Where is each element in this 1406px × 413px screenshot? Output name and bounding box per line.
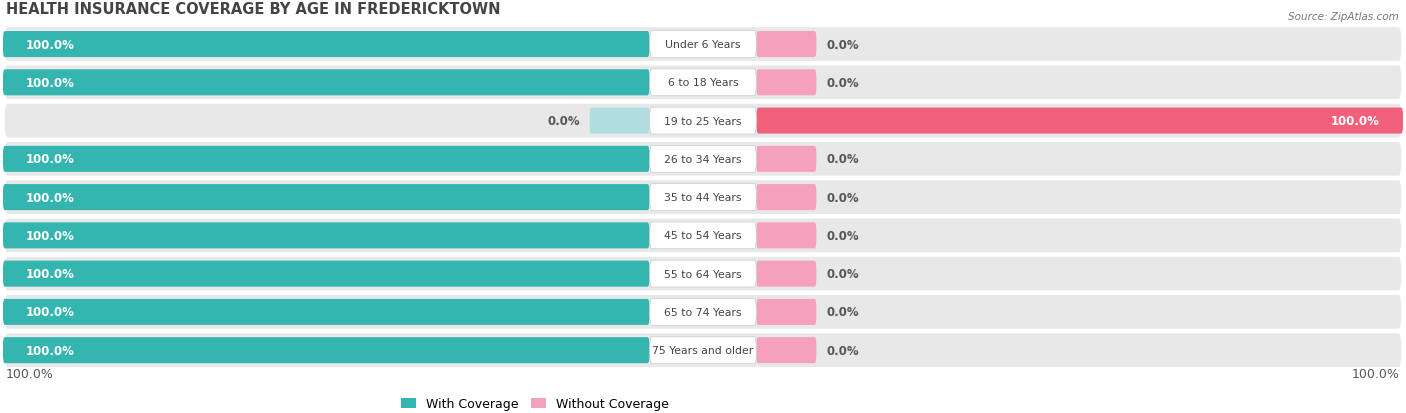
Text: 45 to 54 Years: 45 to 54 Years <box>664 231 742 241</box>
FancyBboxPatch shape <box>3 32 650 58</box>
Text: 100.0%: 100.0% <box>1353 368 1400 380</box>
Text: 0.0%: 0.0% <box>547 115 579 128</box>
Text: 0.0%: 0.0% <box>827 191 859 204</box>
Legend: With Coverage, Without Coverage: With Coverage, Without Coverage <box>396 392 673 413</box>
FancyBboxPatch shape <box>589 108 650 134</box>
FancyBboxPatch shape <box>650 31 756 58</box>
Text: 100.0%: 100.0% <box>27 344 75 357</box>
Text: 0.0%: 0.0% <box>827 153 859 166</box>
FancyBboxPatch shape <box>650 299 756 325</box>
FancyBboxPatch shape <box>4 295 1402 329</box>
FancyBboxPatch shape <box>4 219 1402 253</box>
FancyBboxPatch shape <box>4 181 1402 214</box>
FancyBboxPatch shape <box>4 104 1402 138</box>
Text: 65 to 74 Years: 65 to 74 Years <box>664 307 742 317</box>
FancyBboxPatch shape <box>3 261 650 287</box>
Text: 100.0%: 100.0% <box>27 229 75 242</box>
FancyBboxPatch shape <box>650 337 756 364</box>
FancyBboxPatch shape <box>756 337 817 363</box>
Text: Source: ZipAtlas.com: Source: ZipAtlas.com <box>1288 12 1399 22</box>
FancyBboxPatch shape <box>756 223 817 249</box>
Text: 35 to 44 Years: 35 to 44 Years <box>664 192 742 203</box>
Text: HEALTH INSURANCE COVERAGE BY AGE IN FREDERICKTOWN: HEALTH INSURANCE COVERAGE BY AGE IN FRED… <box>6 2 501 17</box>
FancyBboxPatch shape <box>756 32 817 58</box>
Text: 100.0%: 100.0% <box>27 153 75 166</box>
Text: 0.0%: 0.0% <box>827 229 859 242</box>
Text: 0.0%: 0.0% <box>827 77 859 90</box>
FancyBboxPatch shape <box>4 334 1402 367</box>
FancyBboxPatch shape <box>4 142 1402 176</box>
Text: 75 Years and older: 75 Years and older <box>652 345 754 355</box>
Text: 100.0%: 100.0% <box>27 191 75 204</box>
Text: 55 to 64 Years: 55 to 64 Years <box>664 269 742 279</box>
FancyBboxPatch shape <box>650 146 756 173</box>
Text: 100.0%: 100.0% <box>27 38 75 52</box>
Text: 100.0%: 100.0% <box>1331 115 1379 128</box>
FancyBboxPatch shape <box>756 185 817 211</box>
Text: 0.0%: 0.0% <box>827 306 859 318</box>
Text: 6 to 18 Years: 6 to 18 Years <box>668 78 738 88</box>
FancyBboxPatch shape <box>3 337 650 363</box>
FancyBboxPatch shape <box>756 70 817 96</box>
Text: 0.0%: 0.0% <box>827 344 859 357</box>
FancyBboxPatch shape <box>650 108 756 135</box>
FancyBboxPatch shape <box>756 108 1403 134</box>
FancyBboxPatch shape <box>3 147 650 173</box>
FancyBboxPatch shape <box>756 299 817 325</box>
FancyBboxPatch shape <box>3 185 650 211</box>
Text: 0.0%: 0.0% <box>827 268 859 280</box>
Text: 100.0%: 100.0% <box>6 368 53 380</box>
Text: 100.0%: 100.0% <box>27 268 75 280</box>
FancyBboxPatch shape <box>756 261 817 287</box>
Text: 19 to 25 Years: 19 to 25 Years <box>664 116 742 126</box>
FancyBboxPatch shape <box>3 223 650 249</box>
FancyBboxPatch shape <box>650 223 756 249</box>
FancyBboxPatch shape <box>4 28 1402 62</box>
FancyBboxPatch shape <box>756 147 817 173</box>
Text: Under 6 Years: Under 6 Years <box>665 40 741 50</box>
FancyBboxPatch shape <box>4 66 1402 100</box>
Text: 26 to 34 Years: 26 to 34 Years <box>664 154 742 164</box>
FancyBboxPatch shape <box>650 184 756 211</box>
Text: 100.0%: 100.0% <box>27 77 75 90</box>
FancyBboxPatch shape <box>650 70 756 97</box>
Text: 0.0%: 0.0% <box>827 38 859 52</box>
FancyBboxPatch shape <box>3 299 650 325</box>
Text: 100.0%: 100.0% <box>27 306 75 318</box>
FancyBboxPatch shape <box>4 257 1402 291</box>
FancyBboxPatch shape <box>3 70 650 96</box>
FancyBboxPatch shape <box>650 261 756 287</box>
